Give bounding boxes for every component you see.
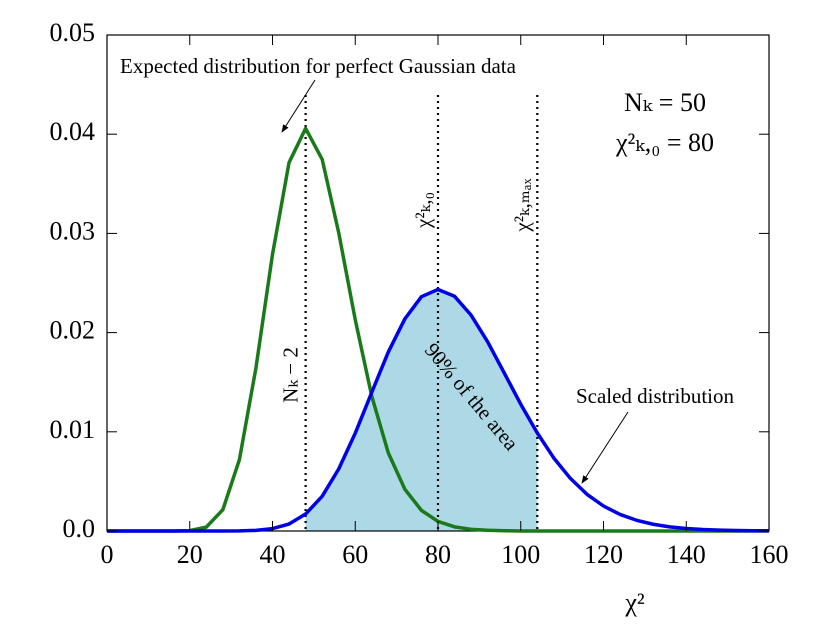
y-tick-label: 0.03 [50, 216, 96, 245]
shaded-area [305, 289, 538, 531]
annotation-arrow [581, 411, 629, 484]
x-tick-label: 140 [667, 540, 706, 569]
x-axis-label: χ² [624, 588, 645, 617]
y-tick-label: 0.02 [50, 316, 96, 345]
x-tick-label: 60 [342, 540, 368, 569]
x-tick-label: 120 [584, 540, 623, 569]
x-tick-label: 0 [101, 540, 114, 569]
reference-label: χ²ₖ,₀ [411, 192, 435, 229]
plot-layer [304, 95, 539, 531]
annotation-arrow [281, 79, 316, 133]
x-tick-label: 40 [260, 540, 286, 569]
annotation: Nₖ = 50 [624, 88, 706, 117]
annotation: χ²ₖ,₀ = 80 [615, 128, 714, 157]
y-tick-label: 0.0 [63, 514, 96, 543]
y-tick-label: 0.05 [50, 18, 96, 47]
annotation: Expected distribution for perfect Gaussi… [120, 54, 517, 78]
y-tick-label: 0.01 [50, 415, 96, 444]
y-tick-label: 0.04 [50, 117, 96, 146]
annotation: Scaled distribution [576, 384, 735, 408]
x-tick-label: 160 [750, 540, 789, 569]
x-tick-label: 100 [501, 540, 540, 569]
reference-label: χ²ₖ,ₘₐₓ [510, 177, 534, 232]
reference-label: Nₖ − 2 [278, 347, 302, 403]
x-tick-label: 80 [425, 540, 451, 569]
x-tick-label: 20 [177, 540, 203, 569]
line-series [107, 287, 770, 533]
